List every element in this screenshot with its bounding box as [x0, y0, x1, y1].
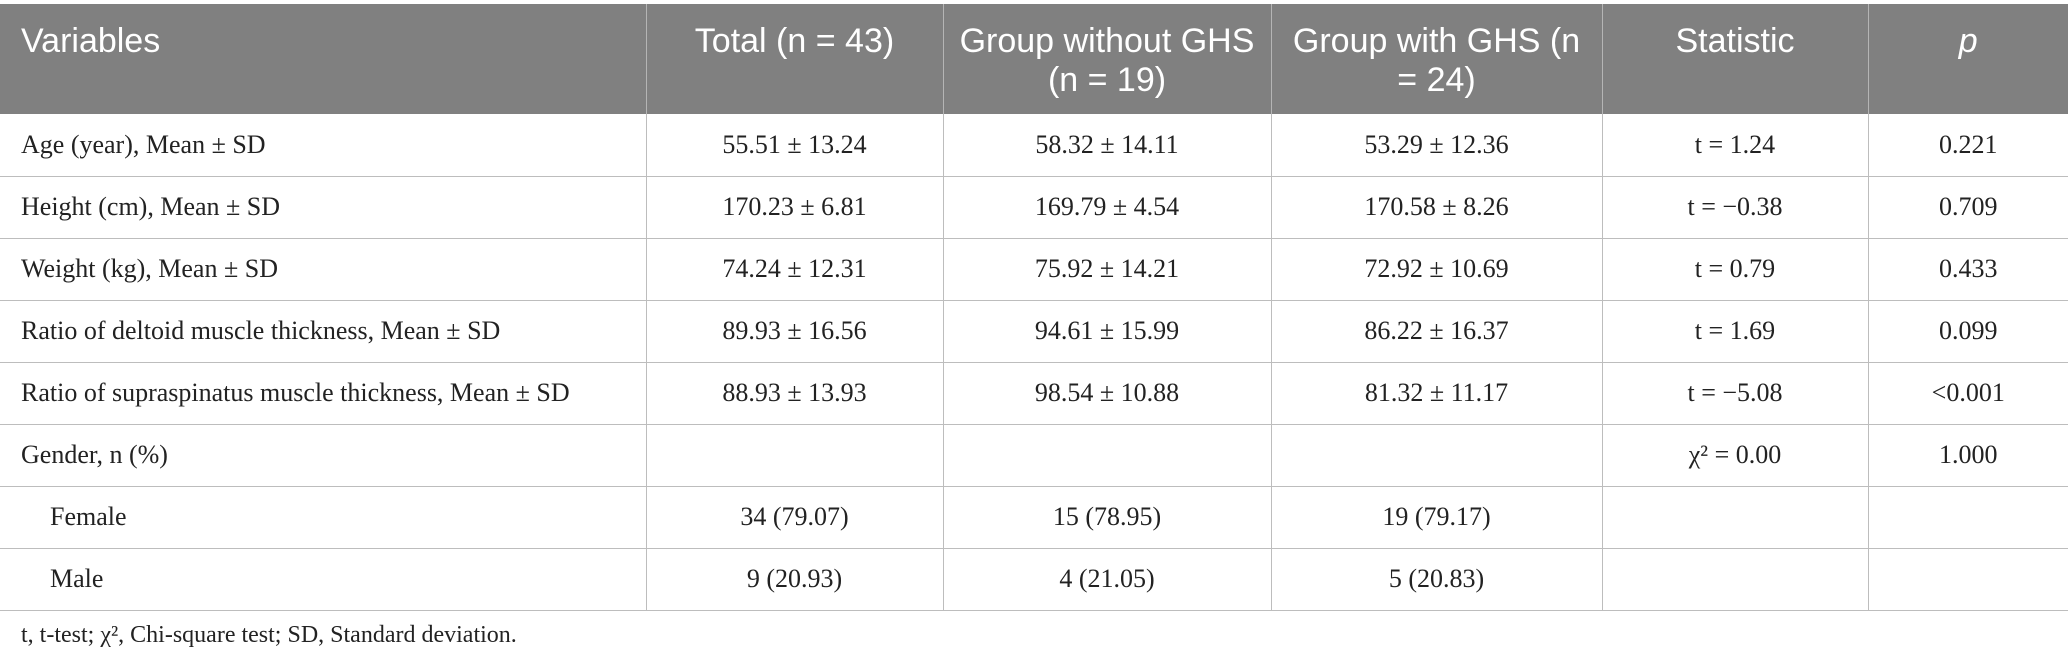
cell-statistic: t = 1.24: [1601, 114, 1868, 177]
data-table: Variables Total (n = 43) Group without G…: [0, 4, 2068, 611]
cell-without: 169.79 ± 4.54: [942, 176, 1271, 239]
header-total: Total (n = 43): [645, 4, 943, 114]
header-group-with-ghs: Group with GHS (n = 24): [1270, 4, 1602, 114]
cell-p: 0.433: [1867, 238, 2068, 301]
table-row: Female 34 (79.07) 15 (78.95) 19 (79.17): [0, 486, 2068, 549]
cell-total: 88.93 ± 13.93: [645, 362, 943, 425]
cell-statistic: t = 0.79: [1601, 238, 1868, 301]
cell-without: 15 (78.95): [942, 486, 1271, 549]
data-table-container: Variables Total (n = 43) Group without G…: [0, 4, 2068, 611]
cell-statistic: χ² = 0.00: [1601, 424, 1868, 487]
cell-p: [1867, 548, 2068, 611]
cell-p: 0.709: [1867, 176, 2068, 239]
table-row: Ratio of deltoid muscle thickness, Mean …: [0, 300, 2068, 363]
cell-variable: Male: [0, 548, 646, 611]
table-row: Male 9 (20.93) 4 (21.05) 5 (20.83): [0, 548, 2068, 611]
table-row: Weight (kg), Mean ± SD 74.24 ± 12.31 75.…: [0, 238, 2068, 301]
cell-variable: Height (cm), Mean ± SD: [0, 176, 646, 239]
cell-variable: Ratio of deltoid muscle thickness, Mean …: [0, 300, 646, 363]
cell-p: 0.099: [1867, 300, 2068, 363]
cell-total: 170.23 ± 6.81: [645, 176, 943, 239]
cell-variable: Age (year), Mean ± SD: [0, 114, 646, 177]
cell-with: 19 (79.17): [1270, 486, 1602, 549]
cell-without: 58.32 ± 14.11: [942, 114, 1271, 177]
cell-p: 1.000: [1867, 424, 2068, 487]
cell-without: [942, 424, 1271, 487]
table-row: Age (year), Mean ± SD 55.51 ± 13.24 58.3…: [0, 114, 2068, 177]
cell-total: 34 (79.07): [645, 486, 943, 549]
table-row: Height (cm), Mean ± SD 170.23 ± 6.81 169…: [0, 176, 2068, 239]
cell-statistic: [1601, 486, 1868, 549]
cell-total: 9 (20.93): [645, 548, 943, 611]
cell-without: 98.54 ± 10.88: [942, 362, 1271, 425]
cell-variable: Gender, n (%): [0, 424, 646, 487]
cell-with: 53.29 ± 12.36: [1270, 114, 1602, 177]
table-row: Ratio of supraspinatus muscle thickness,…: [0, 362, 2068, 425]
cell-without: 4 (21.05): [942, 548, 1271, 611]
cell-with: [1270, 424, 1602, 487]
cell-statistic: t = −0.38: [1601, 176, 1868, 239]
cell-total: 74.24 ± 12.31: [645, 238, 943, 301]
cell-with: 81.32 ± 11.17: [1270, 362, 1602, 425]
cell-variable: Female: [0, 486, 646, 549]
table-footnote: t, t-test; χ², Chi-square test; SD, Stan…: [21, 622, 517, 648]
cell-total: 89.93 ± 16.56: [645, 300, 943, 363]
cell-without: 75.92 ± 14.21: [942, 238, 1271, 301]
cell-without: 94.61 ± 15.99: [942, 300, 1271, 363]
cell-total: 55.51 ± 13.24: [645, 114, 943, 177]
cell-variable: Weight (kg), Mean ± SD: [0, 238, 646, 301]
header-p: p: [1867, 4, 2068, 114]
cell-p: 0.221: [1867, 114, 2068, 177]
cell-with: 170.58 ± 8.26: [1270, 176, 1602, 239]
cell-variable: Ratio of supraspinatus muscle thickness,…: [0, 362, 646, 425]
cell-total: [645, 424, 943, 487]
cell-with: 86.22 ± 16.37: [1270, 300, 1602, 363]
cell-with: 5 (20.83): [1270, 548, 1602, 611]
cell-p: [1867, 486, 2068, 549]
header-statistic: Statistic: [1601, 4, 1868, 114]
cell-statistic: [1601, 548, 1868, 611]
cell-p: <0.001: [1867, 362, 2068, 425]
header-group-without-ghs: Group without GHS (n = 19): [942, 4, 1271, 114]
header-variables: Variables: [0, 4, 646, 114]
cell-statistic: t = 1.69: [1601, 300, 1868, 363]
cell-with: 72.92 ± 10.69: [1270, 238, 1602, 301]
cell-statistic: t = −5.08: [1601, 362, 1868, 425]
table-row: Gender, n (%) χ² = 0.00 1.000: [0, 424, 2068, 487]
header-row: Variables Total (n = 43) Group without G…: [0, 4, 2068, 114]
